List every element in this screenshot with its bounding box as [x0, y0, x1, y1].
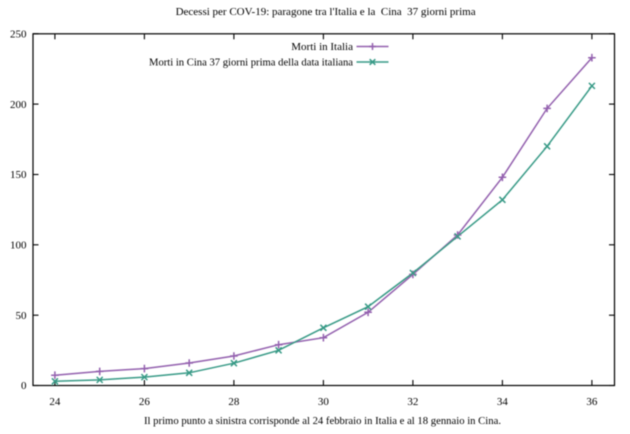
svg-text:30: 30 [318, 396, 330, 408]
svg-text:Il primo punto a sinistra corr: Il primo punto a sinistra corrisponde al… [144, 415, 501, 427]
svg-text:26: 26 [139, 396, 151, 408]
svg-text:Morti in Cina 37 giorni prima: Morti in Cina 37 giorni prima della data… [149, 57, 353, 69]
svg-text:250: 250 [10, 29, 27, 41]
svg-text:0: 0 [21, 380, 27, 392]
svg-text:200: 200 [10, 99, 27, 111]
svg-text:100: 100 [10, 240, 27, 252]
svg-text:34: 34 [497, 396, 509, 408]
svg-text:36: 36 [586, 396, 598, 408]
svg-text:24: 24 [49, 396, 61, 408]
svg-text:Morti in Italia: Morti in Italia [291, 41, 353, 53]
svg-text:150: 150 [10, 169, 27, 181]
svg-text:28: 28 [228, 396, 240, 408]
svg-text:50: 50 [16, 310, 28, 322]
svg-text:32: 32 [407, 396, 418, 408]
svg-text:Decessi per COV-19: paragone t: Decessi per COV-19: paragone tra l'Itali… [176, 6, 476, 18]
